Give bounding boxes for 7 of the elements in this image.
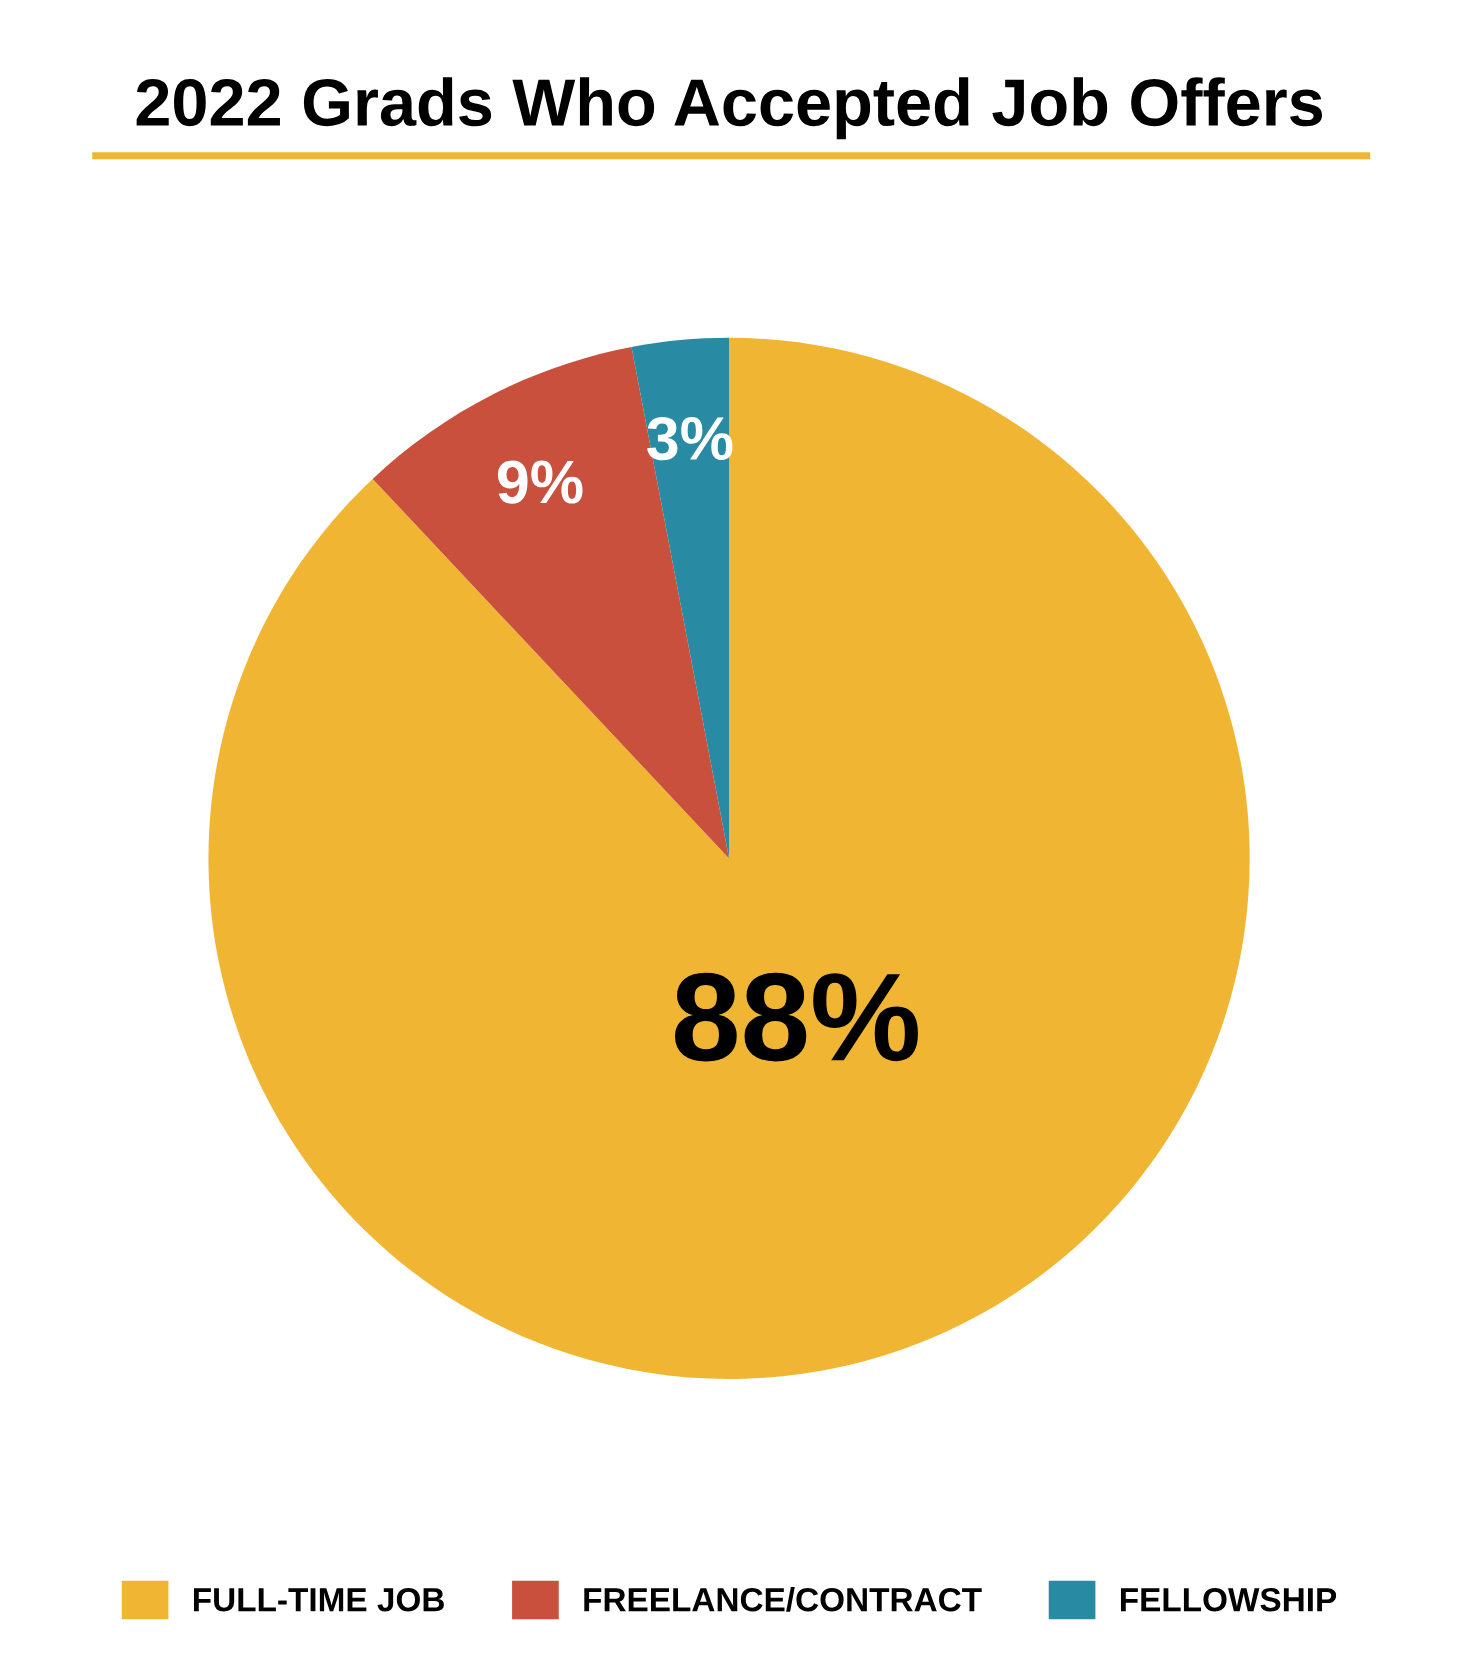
chart-title: 2022 Grads Who Accepted Job Offers <box>136 77 1323 140</box>
data-label: 9% <box>497 460 583 504</box>
data-label: 88% <box>675 972 918 1062</box>
legend-label: FULL-TIME JOB <box>193 1587 444 1612</box>
pie-slice <box>208 337 1250 1380</box>
legend-label: FREELANCE/CONTRACT <box>584 1587 982 1612</box>
legend-label: FELLOWSHIP <box>1120 1587 1337 1612</box>
